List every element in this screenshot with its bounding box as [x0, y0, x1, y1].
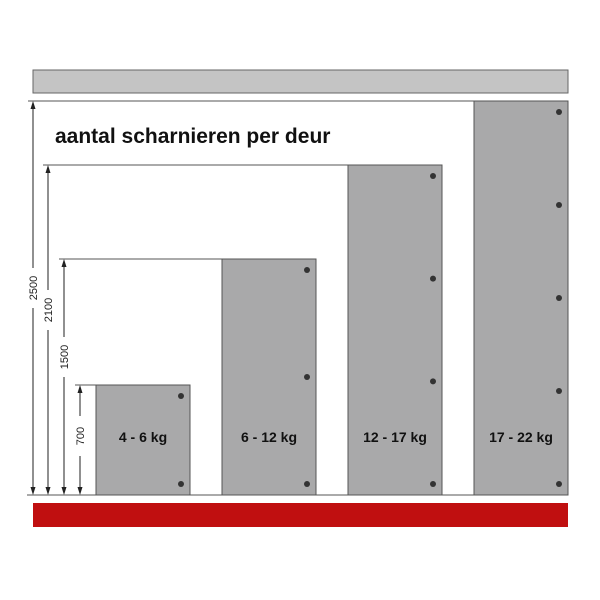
arrow-up-icon [45, 165, 51, 173]
floor-bar [33, 503, 568, 527]
door-3: 12 - 17 kg [347, 164, 443, 496]
door-1: 4 - 6 kg [95, 384, 191, 496]
weight-label: 4 - 6 kg [119, 429, 167, 445]
weight-label: 6 - 12 kg [241, 429, 297, 445]
hinge-icon [556, 481, 562, 487]
dimension-2100: 2100 [42, 164, 348, 495]
hinge-icon [556, 202, 562, 208]
hinge-icon [304, 481, 310, 487]
dimension-2500: 2500 [27, 100, 474, 495]
diagram-title: aantal scharnieren per deur [55, 125, 330, 148]
arrow-down-icon [30, 487, 36, 495]
hinge-icon [304, 374, 310, 380]
dimension-label: 700 [75, 427, 87, 445]
dimension-label: 2100 [43, 298, 55, 322]
weight-label: 12 - 17 kg [363, 429, 427, 445]
arrow-down-icon [61, 487, 67, 495]
label-bg [74, 416, 86, 456]
arrow-up-icon [77, 385, 83, 393]
arrow-up-icon [61, 259, 67, 267]
hinge-icon [556, 109, 562, 115]
top-bar [32, 69, 569, 94]
dimension-label: 2500 [28, 276, 40, 300]
door-2: 6 - 12 kg [221, 258, 317, 496]
door-panel [221, 258, 317, 496]
dimension-label: 1500 [59, 345, 71, 369]
hinge-icon [304, 267, 310, 273]
door-4: 17 - 22 kg [473, 100, 569, 496]
door-panel [347, 164, 443, 496]
hinge-icon [556, 388, 562, 394]
dimension-700: 700 [74, 384, 96, 495]
door-panel [473, 100, 569, 496]
door-panel [95, 384, 191, 496]
hinge-icon [178, 481, 184, 487]
arrow-down-icon [45, 487, 51, 495]
hinge-icon [556, 295, 562, 301]
hinge-icon [430, 481, 436, 487]
hinge-icon [178, 393, 184, 399]
hinge-icon [430, 378, 436, 385]
dimension-1500: 1500 [58, 258, 222, 495]
hinge-icon [430, 173, 436, 179]
arrow-down-icon [77, 487, 83, 495]
label-bg [58, 337, 70, 377]
arrow-up-icon [30, 101, 36, 109]
label-bg [42, 290, 54, 330]
hinge-icon [430, 275, 436, 282]
weight-label: 17 - 22 kg [489, 429, 553, 445]
label-bg [27, 268, 39, 308]
